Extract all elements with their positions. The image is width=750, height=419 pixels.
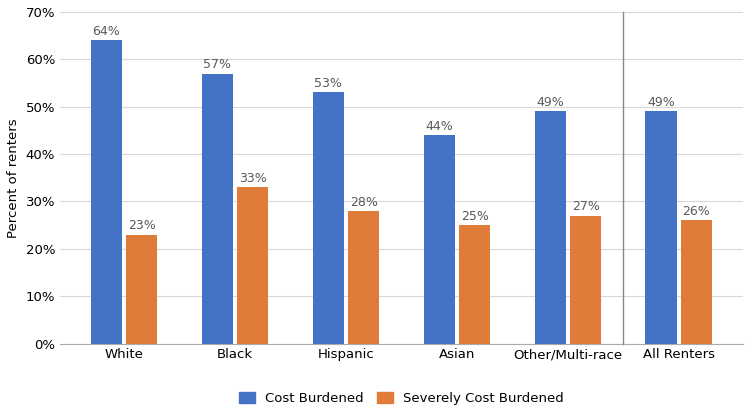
Text: 23%: 23% — [128, 219, 156, 232]
Text: 49%: 49% — [647, 96, 675, 109]
Bar — [535, 111, 566, 344]
Text: 33%: 33% — [239, 172, 267, 185]
Bar — [681, 220, 712, 344]
Bar — [127, 235, 158, 344]
Text: 64%: 64% — [92, 25, 120, 38]
Bar — [646, 111, 676, 344]
Text: 28%: 28% — [350, 196, 378, 209]
Text: 53%: 53% — [314, 77, 342, 90]
Bar — [91, 40, 122, 344]
Text: 57%: 57% — [203, 58, 231, 71]
Bar — [459, 225, 490, 344]
Text: 27%: 27% — [572, 200, 599, 213]
Text: 25%: 25% — [460, 210, 488, 223]
Bar — [348, 211, 380, 344]
Bar — [424, 135, 454, 344]
Bar — [237, 187, 268, 344]
Text: 44%: 44% — [425, 120, 453, 133]
Bar — [313, 93, 344, 344]
Legend: Cost Burdened, Severely Cost Burdened: Cost Burdened, Severely Cost Burdened — [233, 386, 569, 410]
Text: 26%: 26% — [682, 205, 710, 218]
Bar — [570, 216, 601, 344]
Text: 49%: 49% — [536, 96, 564, 109]
Y-axis label: Percent of renters: Percent of renters — [7, 118, 20, 238]
Bar — [202, 73, 233, 344]
